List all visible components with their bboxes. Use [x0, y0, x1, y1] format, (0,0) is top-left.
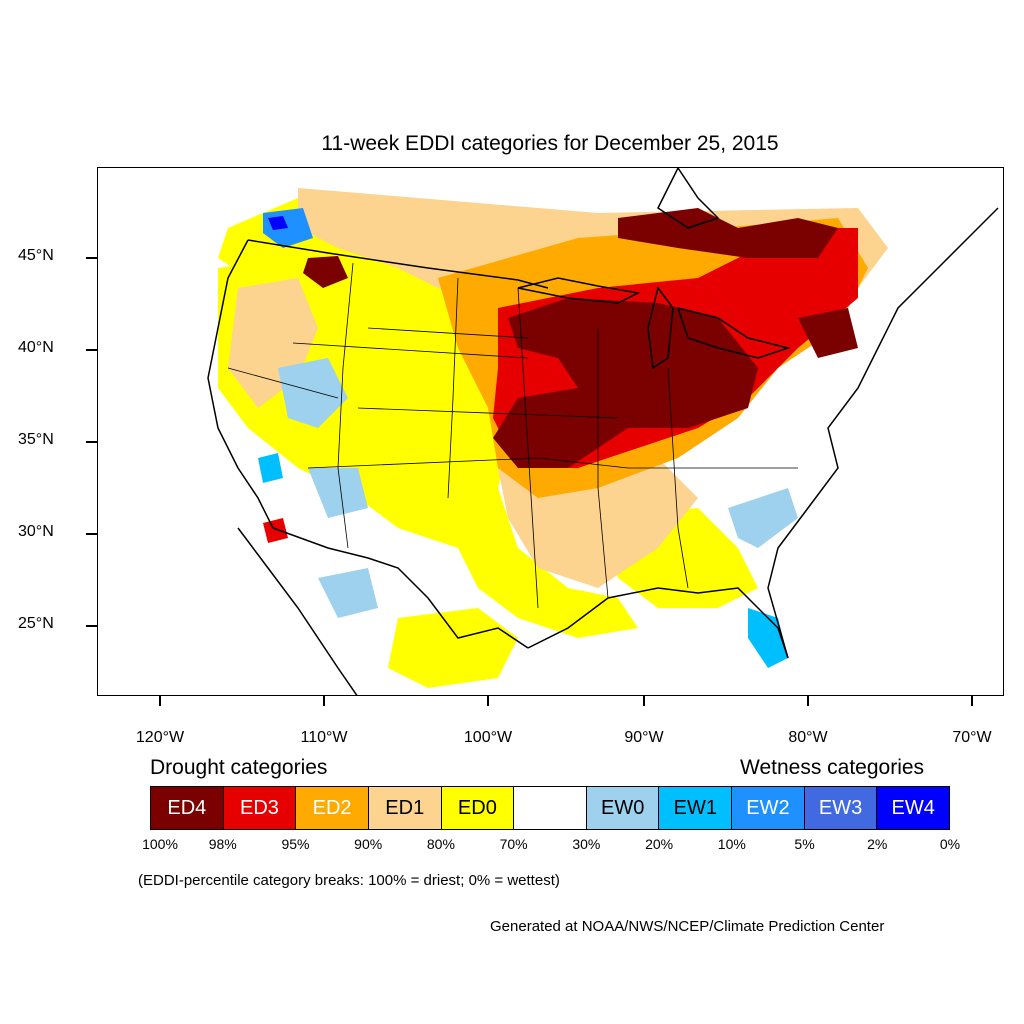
drought-categories-heading: Drought categories — [150, 756, 328, 779]
lon-label: 70°W — [952, 729, 992, 746]
ew4-region-pacific-northwest — [268, 216, 288, 230]
hudson-coast — [657, 168, 720, 229]
ew0-region-great-basin — [278, 358, 348, 428]
map-panel — [97, 167, 1004, 696]
ew0-region-mexico — [318, 568, 378, 618]
legend-swatch-ed1: ED1 — [368, 787, 442, 829]
coastlines — [207, 168, 999, 695]
lon-label: 80°W — [788, 729, 828, 746]
legend-swatch-ew2: EW2 — [732, 787, 805, 829]
lat-tick — [86, 349, 97, 351]
percentile-label: 95% — [281, 836, 310, 852]
percentile-label: 20% — [645, 836, 674, 852]
percentile-label: 30% — [572, 836, 601, 852]
great-lakes-huron-erie — [676, 306, 791, 359]
lon-tick — [643, 696, 645, 706]
legend-swatch-ew4: EW4 — [877, 787, 950, 829]
ed0-region-southwest — [388, 608, 518, 688]
ew0-region-arizona — [308, 468, 368, 518]
lon-label: 120°W — [135, 729, 185, 746]
legend-swatch-ew0: EW0 — [586, 787, 660, 829]
eddi-map — [207, 168, 999, 695]
legend-swatch-ed0: ED0 — [441, 787, 515, 829]
lat-label: 25°N — [18, 615, 54, 632]
ew1-region-nevada — [258, 453, 283, 483]
legend-swatch-neutral — [514, 787, 587, 829]
mexico-border — [272, 527, 529, 649]
lat-label: 35°N — [18, 431, 54, 448]
lon-tick — [807, 696, 809, 706]
percentile-label: 10% — [717, 836, 746, 852]
category-color-bar: ED4 ED3 ED2 ED1 ED0 EW0 EW1 EW2 EW3 EW4 — [150, 786, 950, 830]
legend-swatch-ed3: ED3 — [223, 787, 297, 829]
credit-line: Generated at NOAA/NWS/NCEP/Climate Predi… — [490, 918, 885, 935]
ed4-region-northeast — [618, 208, 838, 258]
lat-tick — [86, 257, 97, 259]
percentile-label: 80% — [426, 836, 455, 852]
ed0-region-west — [218, 248, 638, 638]
ew0-region-carolinas — [728, 488, 798, 548]
lon-tick — [487, 696, 489, 706]
lon-tick — [971, 696, 973, 706]
percentile-label: 90% — [354, 836, 383, 852]
legend-swatch-ed2: ED2 — [296, 787, 369, 829]
wetness-categories-heading: Wetness categories — [740, 756, 925, 779]
legend-swatch-ed4: ED4 — [151, 787, 224, 829]
lat-label: 45°N — [18, 247, 54, 264]
percentile-label: 2% — [867, 836, 888, 852]
category-regions — [218, 188, 888, 688]
legend-swatch-ew1: EW1 — [659, 787, 733, 829]
lat-label: 30°N — [18, 523, 54, 540]
great-lakes-superior — [517, 277, 641, 304]
east-coast — [767, 207, 999, 659]
great-lakes-michigan — [647, 286, 674, 370]
ed4-region-midwest — [493, 298, 758, 468]
lon-tick — [323, 696, 325, 706]
percentile-label: 0% — [939, 836, 961, 852]
lat-tick — [86, 441, 97, 443]
gulf-coast — [527, 587, 789, 659]
lat-tick — [86, 625, 97, 627]
ed3-region-west-coast — [263, 518, 288, 543]
state-borders — [227, 262, 798, 609]
percentile-label: 70% — [499, 836, 528, 852]
ed4-region-northwest — [303, 256, 348, 288]
lon-label: 110°W — [300, 729, 348, 746]
lon-label: 90°W — [624, 729, 664, 746]
baja-coast — [237, 527, 358, 695]
lon-label: 100°W — [463, 729, 513, 746]
percentile-label: 100% — [142, 836, 178, 852]
us-canada-border — [247, 239, 549, 289]
lat-label: 40°N — [18, 339, 54, 356]
percentile-label: 98% — [208, 836, 237, 852]
lat-tick — [86, 533, 97, 535]
map-title: 11-week EDDI categories for December 25,… — [321, 132, 779, 155]
lon-tick — [159, 696, 161, 706]
west-coast — [207, 239, 274, 529]
category-breaks-note: (EDDI-percentile category breaks: 100% =… — [138, 872, 560, 889]
ed4-region-east — [798, 308, 858, 358]
percentile-label: 5% — [794, 836, 815, 852]
legend-swatch-ew3: EW3 — [804, 787, 878, 829]
